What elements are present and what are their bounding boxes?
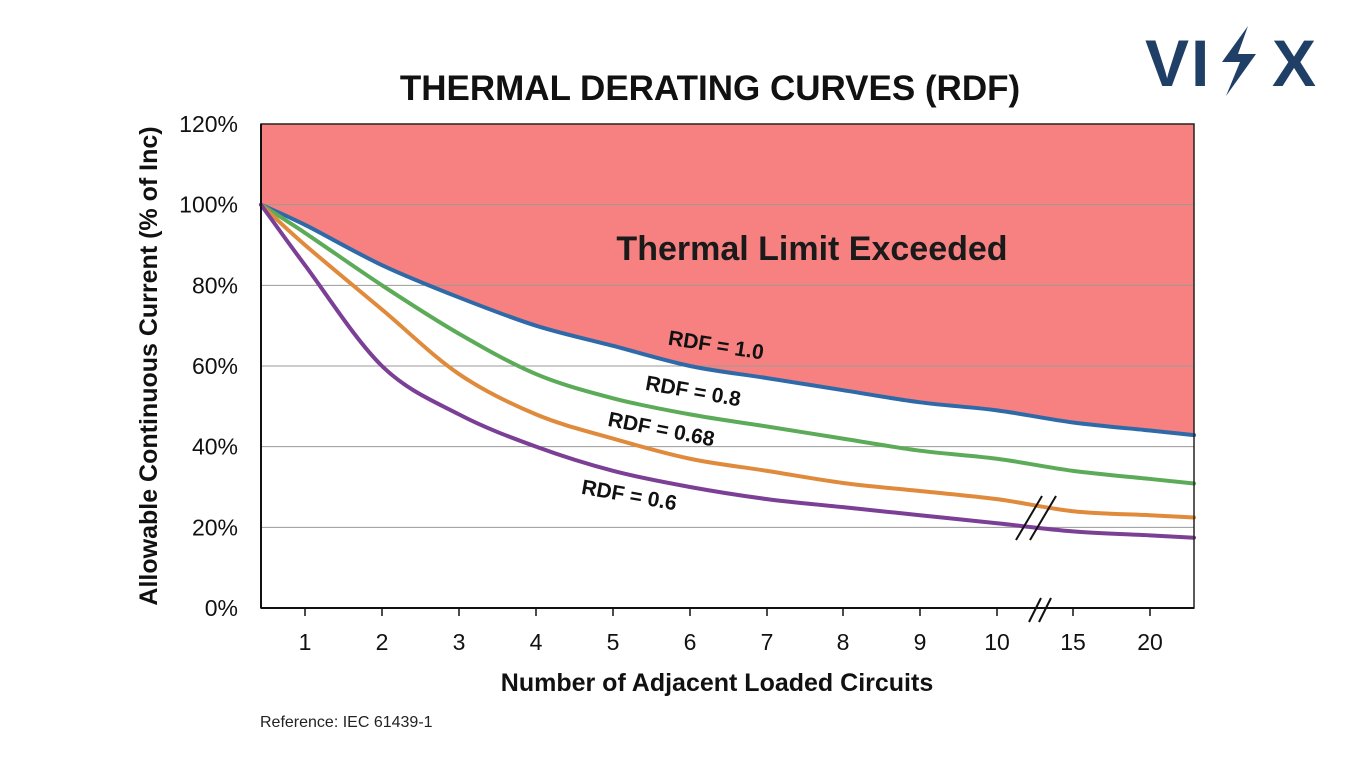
x-tick-label: 9 [914,629,927,655]
series-line-rdf-1-0 [259,202,1196,438]
x-tick-label: 5 [607,629,620,655]
x-tick-label: 6 [684,629,697,655]
y-tick-label: 100% [179,192,238,218]
y-tick-label: 60% [192,353,238,379]
x-axis-ticks: 1 2 3 4 5 6 7 8 9 10 15 20 [299,608,1163,655]
y-tick-label: 40% [192,434,238,460]
x-tick-label: 7 [761,629,774,655]
reference-note: Reference: IEC 61439-1 [260,714,433,731]
y-tick-label: 20% [192,514,238,540]
y-tick-label: 0% [205,595,238,621]
y-axis-ticks: 0% 20% 40% 60% 80% 100% 120% [179,111,238,621]
y-axis-label: Allowable Continuous Current (% of Inc) [135,126,163,605]
x-tick-label: 2 [376,629,389,655]
y-tick-label: 120% [179,111,238,137]
x-axis-label: Number of Adjacent Loaded Circuits [501,669,933,697]
axes [260,123,1195,609]
series-lines [259,202,1196,540]
x-axis-break-slash [1038,597,1052,623]
lightning-bolt-icon [1222,26,1256,96]
thermal-limit-region [261,124,1194,436]
series-line-rdf-0-68 [259,202,1196,520]
x-tick-label: 4 [530,629,543,655]
x-tick-label: 20 [1137,629,1163,655]
axis-break-marks [1015,495,1057,623]
x-tick-label: 8 [837,629,850,655]
chart-title: THERMAL DERATING CURVES (RDF) [400,69,1020,108]
curve-break-slash [1029,495,1057,541]
curve-break-slash [1015,495,1043,541]
x-tick-label: 1 [299,629,312,655]
x-tick-label: 15 [1060,629,1086,655]
logo-text-left: VI [1145,26,1211,100]
series-line-rdf-0-6 [259,202,1196,540]
logo-text-right: X [1272,26,1318,100]
brand-logo: VI X [1145,26,1318,100]
x-axis-break-slash [1028,597,1042,623]
thermal-limit-annotation: Thermal Limit Exceeded [616,230,1007,268]
series-line-rdf-0-8 [259,202,1196,486]
x-tick-label: 3 [453,629,466,655]
y-tick-label: 80% [192,272,238,298]
x-tick-label: 10 [984,629,1010,655]
